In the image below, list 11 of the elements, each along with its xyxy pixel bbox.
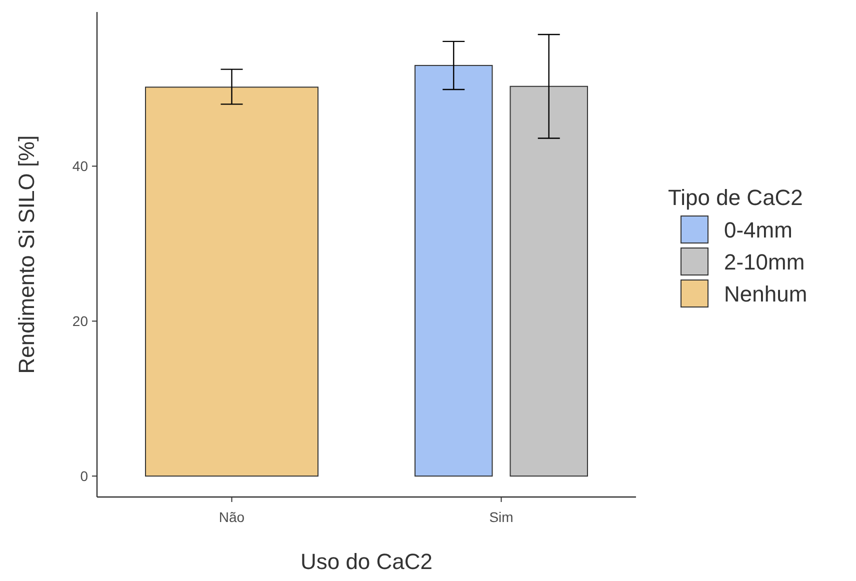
x-tick-label: Sim bbox=[489, 508, 514, 525]
y-tick-label: 0 bbox=[80, 468, 88, 484]
x-tick-label: Não bbox=[218, 508, 245, 525]
legend-label: 0-4mm bbox=[724, 218, 792, 243]
y-tick-label: 20 bbox=[72, 313, 88, 330]
legend-title: Tipo de CaC2 bbox=[668, 185, 803, 210]
legend-label: 2-10mm bbox=[724, 250, 805, 275]
y-tick-label: 40 bbox=[72, 158, 88, 174]
legend-label: Nenhum bbox=[724, 282, 808, 307]
x-axis-title: Uso do CaC2 bbox=[300, 549, 433, 574]
y-axis-title: Rendimento Si SILO [%] bbox=[14, 135, 39, 374]
